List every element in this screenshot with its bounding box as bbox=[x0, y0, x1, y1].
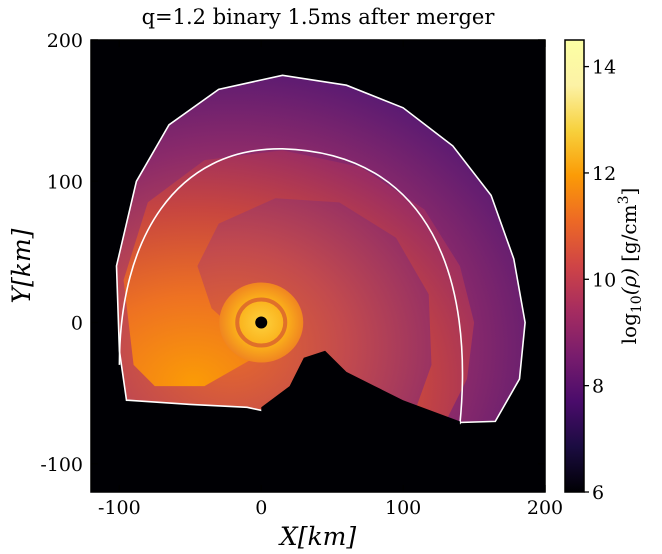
spiral-arm bbox=[123, 150, 475, 425]
plot-area bbox=[91, 40, 545, 492]
colorbar-tick-label: 12 bbox=[592, 163, 616, 185]
plot-frame bbox=[90, 39, 546, 493]
density-heatmap bbox=[115, 74, 526, 450]
low-density-region bbox=[261, 350, 460, 450]
y-axis-label: Y[km] bbox=[7, 228, 36, 303]
colorbar-ticks: 6 8 10 12 14 bbox=[584, 57, 616, 504]
x-tick-label: 200 bbox=[527, 497, 563, 519]
colorbar-label-fn: log bbox=[617, 313, 641, 344]
y-tick-label: 0 bbox=[71, 313, 83, 335]
remnant-center-hole bbox=[255, 316, 268, 329]
x-tick-label: 100 bbox=[385, 497, 421, 519]
x-tick-label: -100 bbox=[98, 497, 141, 519]
colorbar-label: log10(ρ) [g/cm3] bbox=[616, 188, 645, 345]
y-tick-label: -100 bbox=[40, 454, 83, 476]
x-tick-label: 0 bbox=[255, 497, 267, 519]
y-tick-label: 100 bbox=[47, 171, 83, 193]
colorbar-tick-label: 6 bbox=[592, 482, 604, 504]
colorbar-label-close: ] bbox=[617, 188, 641, 196]
colorbar-label-sup: 3 bbox=[616, 195, 632, 204]
chart-title: q=1.2 binary 1.5ms after merger bbox=[142, 5, 496, 29]
colorbar-label-sub: 10 bbox=[629, 295, 645, 313]
colorbar-tick-label: 14 bbox=[592, 57, 616, 79]
colorbar-tick-label: 10 bbox=[592, 269, 616, 291]
y-axis-ticks: -100 0 100 200 bbox=[40, 30, 545, 476]
x-axis-label: X[km] bbox=[278, 522, 356, 551]
density-contour-line bbox=[118, 147, 464, 425]
remnant-ring bbox=[235, 297, 288, 348]
colorbar bbox=[564, 39, 585, 493]
colorbar-tick-label: 8 bbox=[592, 376, 604, 398]
colorbar-label-unit: [g/cm bbox=[617, 204, 641, 262]
colorbar-label-var: (ρ) bbox=[617, 268, 641, 295]
y-tick-label: 200 bbox=[47, 30, 83, 52]
x-axis-ticks: -100 0 100 200 bbox=[98, 40, 563, 519]
